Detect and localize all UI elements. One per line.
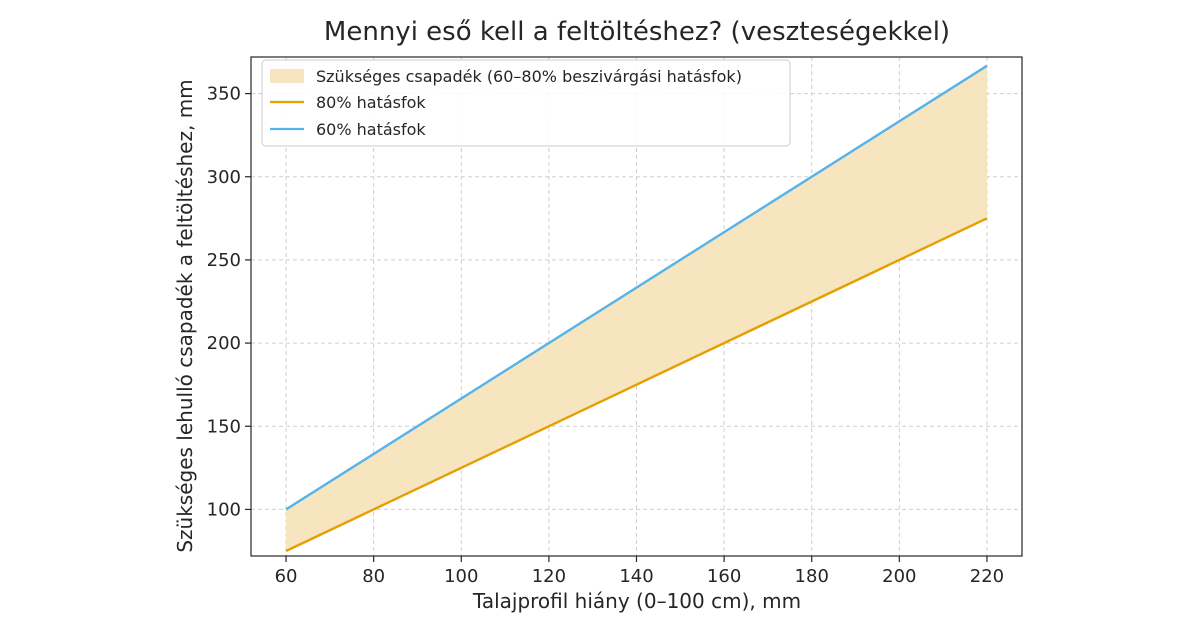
legend-box	[261, 59, 791, 147]
x-tick-label: 100	[444, 566, 478, 587]
x-tick-label: 120	[532, 566, 566, 587]
y-tick-label: 100	[207, 499, 241, 520]
chart-title: Mennyi eső kell a feltöltéshez? (vesztes…	[324, 17, 950, 47]
legend-label-band: Szükséges csapadék (60–80% beszivárgási …	[316, 67, 742, 86]
y-tick-label: 250	[207, 250, 241, 271]
x-tick-label: 60	[275, 566, 298, 587]
x-tick-label: 80	[362, 566, 385, 587]
y-tick-label: 150	[207, 416, 241, 437]
y-tick-label: 300	[207, 167, 241, 188]
series-layer	[285, 64, 988, 553]
x-tick-label: 200	[882, 566, 916, 587]
grid	[251, 57, 1022, 556]
legend-swatch-band	[270, 69, 304, 83]
x-axis-label: Talajprofil hiány (0–100 cm), mm	[472, 589, 801, 613]
x-tick-label: 140	[619, 566, 653, 587]
band-layer	[286, 65, 987, 552]
series-line-0	[285, 217, 988, 553]
x-tick-label: 160	[707, 566, 741, 587]
ticks: 60 80 100 120 140 160 180 200 220 100 150 200 250 300…	[207, 84, 1004, 587]
legend: Szükséges csapadék (60–80% beszivárgási …	[261, 59, 791, 147]
legend-label-60: 60% hatásfok	[316, 120, 426, 139]
y-tick-label: 350	[207, 84, 241, 105]
x-tick-label: 220	[970, 566, 1004, 587]
x-tick-label: 180	[795, 566, 829, 587]
y-tick-label: 200	[207, 333, 241, 354]
y-axis-label: Szükséges lehulló csapadék a feltöltéshe…	[173, 79, 197, 552]
band-area	[286, 65, 987, 552]
legend-label-80: 80% hatásfok	[316, 93, 426, 112]
series-line-1	[285, 64, 988, 511]
